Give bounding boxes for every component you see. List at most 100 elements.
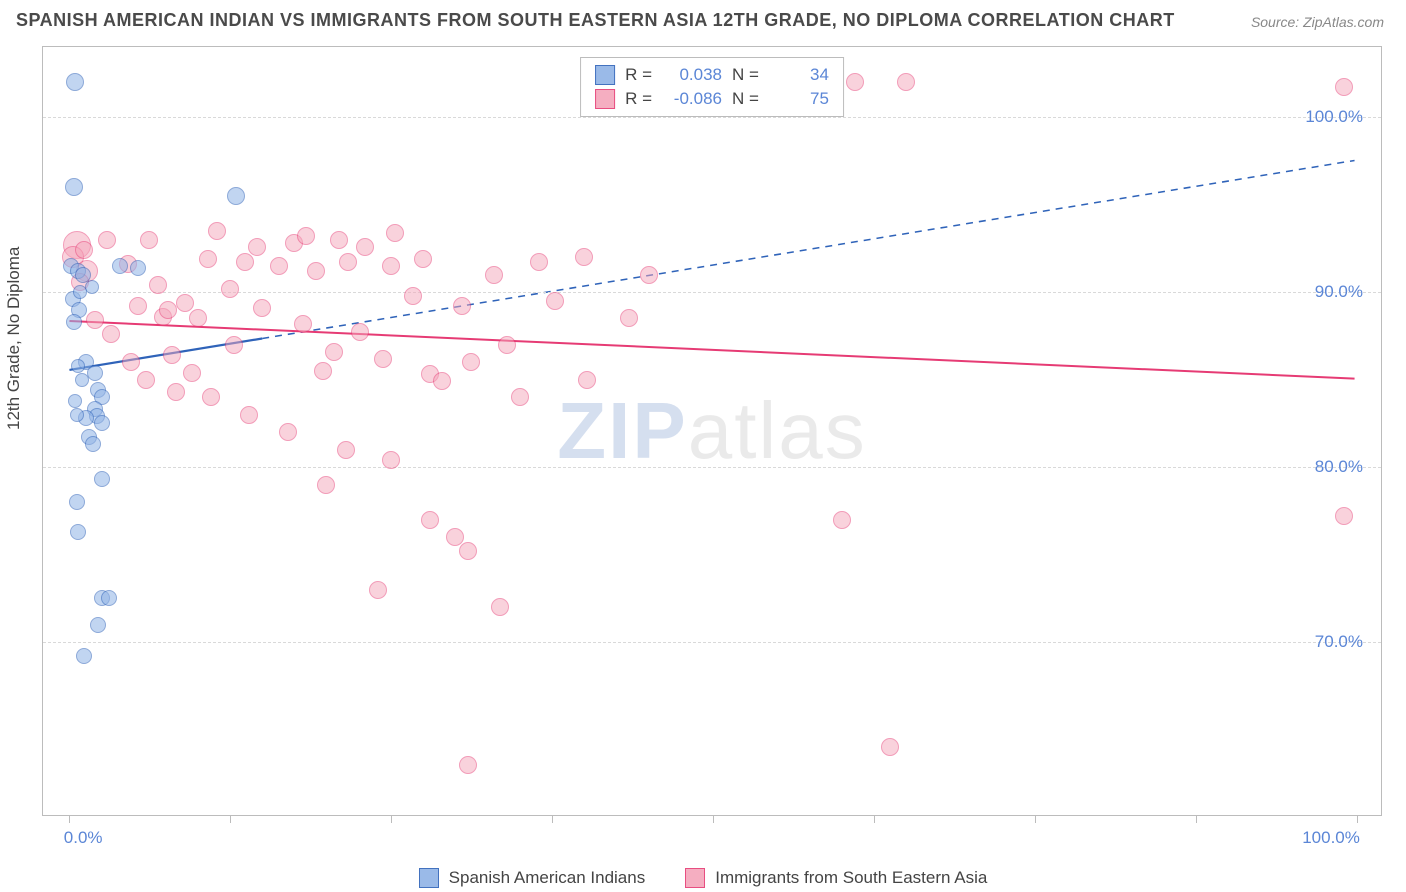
data-point: [325, 343, 343, 361]
data-point: [374, 350, 392, 368]
data-point: [1335, 507, 1353, 525]
data-point: [279, 423, 297, 441]
data-point: [421, 511, 439, 529]
x-tick: [1357, 815, 1358, 823]
legend-label: Spanish American Indians: [449, 868, 646, 888]
swatch-pink: [685, 868, 705, 888]
data-point: [330, 231, 348, 249]
data-point: [112, 258, 128, 274]
swatch-blue: [419, 868, 439, 888]
data-point: [491, 598, 509, 616]
data-point: [199, 250, 217, 268]
data-point: [149, 276, 167, 294]
data-point: [382, 451, 400, 469]
data-point: [137, 371, 155, 389]
data-point: [101, 590, 117, 606]
data-point: [253, 299, 271, 317]
y-tick-label: 80.0%: [1315, 457, 1363, 477]
data-point: [240, 406, 258, 424]
data-point: [459, 542, 477, 560]
r-label: R =: [625, 63, 652, 87]
data-point: [236, 253, 254, 271]
data-point: [640, 266, 658, 284]
data-point: [75, 373, 89, 387]
x-tick: [713, 815, 714, 823]
data-point: [122, 353, 140, 371]
data-point: [129, 297, 147, 315]
x-tick: [230, 815, 231, 823]
scatter-plot: ZIPatlas R = 0.038 N = 34 R = -0.086 N =…: [42, 46, 1382, 816]
data-point: [202, 388, 220, 406]
data-point: [356, 238, 374, 256]
data-point: [102, 325, 120, 343]
y-tick-label: 70.0%: [1315, 632, 1363, 652]
data-point: [68, 394, 82, 408]
data-point: [270, 257, 288, 275]
y-axis-label: 12th Grade, No Diploma: [4, 247, 24, 430]
x-tick-label: 100.0%: [1302, 828, 1360, 848]
n-label: N =: [732, 63, 759, 87]
data-point: [459, 756, 477, 774]
data-point: [386, 224, 404, 242]
data-point: [87, 365, 103, 381]
y-tick-label: 100.0%: [1305, 107, 1363, 127]
data-point: [75, 241, 93, 259]
data-point: [453, 297, 471, 315]
data-point: [382, 257, 400, 275]
x-tick: [391, 815, 392, 823]
data-point: [70, 408, 84, 422]
stats-legend: R = 0.038 N = 34 R = -0.086 N = 75: [580, 57, 844, 117]
data-point: [225, 336, 243, 354]
data-point: [189, 309, 207, 327]
watermark: ZIPatlas: [557, 385, 866, 477]
data-point: [846, 73, 864, 91]
r-label: R =: [625, 87, 652, 111]
data-point: [73, 285, 87, 299]
data-point: [70, 524, 86, 540]
source-label: Source: ZipAtlas.com: [1251, 14, 1384, 30]
x-tick-label: 0.0%: [64, 828, 103, 848]
data-point: [511, 388, 529, 406]
data-point: [159, 301, 177, 319]
data-point: [167, 383, 185, 401]
data-point: [575, 248, 593, 266]
data-point: [314, 362, 332, 380]
stats-row-blue: R = 0.038 N = 34: [595, 63, 829, 87]
data-point: [881, 738, 899, 756]
n-value-pink: 75: [769, 87, 829, 111]
data-point: [176, 294, 194, 312]
data-point: [485, 266, 503, 284]
r-value-pink: -0.086: [662, 87, 722, 111]
data-point: [620, 309, 638, 327]
data-point: [130, 260, 146, 276]
data-point: [337, 441, 355, 459]
x-tick: [69, 815, 70, 823]
data-point: [498, 336, 516, 354]
data-point: [433, 372, 451, 390]
data-point: [369, 581, 387, 599]
data-point: [140, 231, 158, 249]
data-point: [221, 280, 239, 298]
legend-item-blue: Spanish American Indians: [419, 868, 646, 888]
chart-title: SPANISH AMERICAN INDIAN VS IMMIGRANTS FR…: [16, 10, 1175, 31]
data-point: [248, 238, 266, 256]
legend-bottom: Spanish American Indians Immigrants from…: [0, 868, 1406, 888]
data-point: [294, 315, 312, 333]
data-point: [66, 73, 84, 91]
data-point: [339, 253, 357, 271]
data-point: [208, 222, 226, 240]
data-point: [65, 178, 83, 196]
data-point: [86, 311, 104, 329]
gridline: [43, 467, 1381, 468]
data-point: [833, 511, 851, 529]
data-point: [98, 231, 116, 249]
data-point: [66, 314, 82, 330]
n-value-blue: 34: [769, 63, 829, 87]
data-point: [163, 346, 181, 364]
y-tick-label: 90.0%: [1315, 282, 1363, 302]
data-point: [90, 617, 106, 633]
data-point: [69, 494, 85, 510]
swatch-blue: [595, 65, 615, 85]
n-label: N =: [732, 87, 759, 111]
r-value-blue: 0.038: [662, 63, 722, 87]
